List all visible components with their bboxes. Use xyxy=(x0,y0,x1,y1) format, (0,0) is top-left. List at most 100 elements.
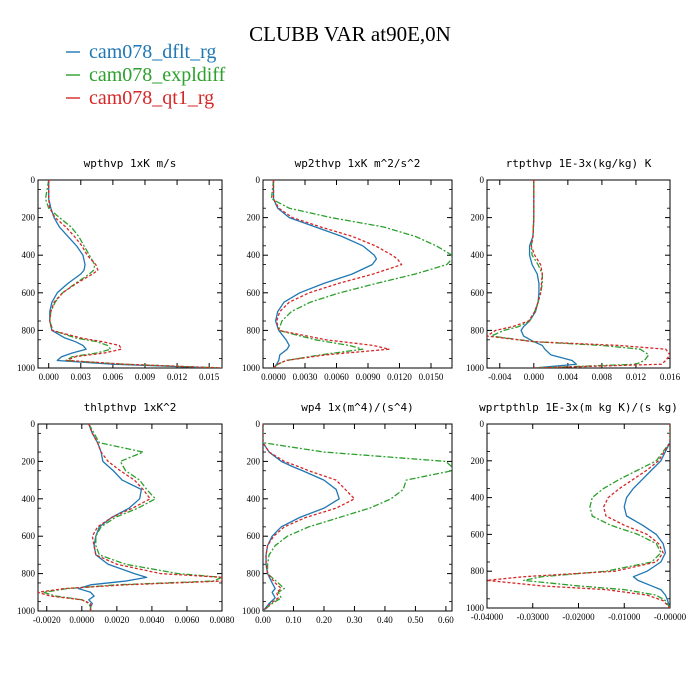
x-tick-label: 0.40 xyxy=(377,615,393,625)
plot-frame xyxy=(37,423,223,612)
series-line xyxy=(522,424,670,608)
series-line xyxy=(623,424,670,608)
y-tick-label: 200 xyxy=(247,456,261,466)
plot-frame xyxy=(486,179,671,369)
series-line xyxy=(48,180,222,368)
series-group xyxy=(38,424,222,611)
x-tick-label: -0.02000 xyxy=(562,612,595,622)
panel-title: wp4 1x(m^4)/(s^4) xyxy=(301,401,414,414)
y-tick-label: 400 xyxy=(471,493,485,503)
plot-frame xyxy=(486,423,671,609)
series-group xyxy=(487,180,670,368)
series-line xyxy=(490,180,650,368)
series-line xyxy=(263,424,356,611)
y-tick-label: 200 xyxy=(247,213,261,223)
plot-frame xyxy=(37,179,223,369)
series-line xyxy=(38,424,222,611)
y-tick-label: 1000 xyxy=(466,603,485,613)
y-tick-label: 200 xyxy=(471,213,485,223)
y-tick-label: 600 xyxy=(471,288,485,298)
x-tick-label: -0.03000 xyxy=(517,612,550,622)
y-tick-label: 800 xyxy=(22,569,36,579)
series-line xyxy=(42,424,222,611)
series-group xyxy=(270,180,452,368)
y-tick-label: 200 xyxy=(471,456,485,466)
x-tick-label: 0.0080 xyxy=(210,615,235,625)
series-line xyxy=(520,180,578,368)
y-tick-label: 0 xyxy=(31,175,36,185)
x-tick-label: 0.0060 xyxy=(324,372,349,382)
y-tick-label: 600 xyxy=(471,529,485,539)
y-tick-label: 0 xyxy=(480,175,485,185)
chart-panel: wp2thvp 1xK m^2/s^2020040060080010000.00… xyxy=(242,157,453,382)
y-tick-label: 400 xyxy=(471,250,485,260)
y-tick-label: 0 xyxy=(256,175,261,185)
x-tick-label: 0.003 xyxy=(71,372,92,382)
y-tick-label: 400 xyxy=(247,250,261,260)
y-tick-label: 1000 xyxy=(242,606,261,616)
plot-frame xyxy=(262,179,453,369)
x-tick-label: 0.016 xyxy=(660,372,681,382)
x-tick-label: 0.0000 xyxy=(69,615,94,625)
series-group xyxy=(263,424,452,611)
series-line xyxy=(48,180,218,368)
y-tick-label: 1000 xyxy=(17,363,36,373)
x-tick-label: 0.0090 xyxy=(356,372,381,382)
x-tick-label: -0.00000 xyxy=(654,612,687,622)
x-tick-label: -0.0020 xyxy=(33,615,61,625)
x-tick-label: 0.0020 xyxy=(104,615,129,625)
x-tick-label: -0.004 xyxy=(488,372,512,382)
chart-panel: thlpthvp 1xK^2 0 200 400 600 800 1000-0.0020 0.… xyxy=(17,401,235,625)
y-tick-label: 0 xyxy=(31,419,36,429)
panel-title: wp2thvp 1xK m^2/s^2 xyxy=(295,157,421,170)
y-tick-label: 600 xyxy=(247,531,261,541)
series-line xyxy=(77,424,148,611)
x-tick-label: 0.009 xyxy=(135,372,156,382)
series-line xyxy=(487,180,670,368)
x-tick-label: 0.004 xyxy=(558,372,579,382)
legend-label: cam078_qt1_rg xyxy=(89,87,214,109)
chart-panel: rtpthvp 1E-3x(kg/kg) K 0 200 400 600 800 1000-… xyxy=(466,157,681,382)
panel-title: wpthvp 1xK m/s xyxy=(84,157,177,170)
x-tick-label: 0.0120 xyxy=(387,372,412,382)
y-tick-label: 800 xyxy=(471,566,485,576)
y-tick-label: 1000 xyxy=(466,363,485,373)
x-tick-label: 0.60 xyxy=(438,615,454,625)
y-tick-label: 200 xyxy=(22,456,36,466)
x-tick-label: 0.10 xyxy=(286,615,302,625)
y-tick-label: 400 xyxy=(247,494,261,504)
x-tick-label: 0.30 xyxy=(347,615,363,625)
x-tick-label: 0.0000 xyxy=(261,372,286,382)
series-line xyxy=(272,180,403,368)
x-tick-label: 0.0060 xyxy=(175,615,200,625)
y-tick-label: 800 xyxy=(22,325,36,335)
x-tick-label: 0.006 xyxy=(103,372,124,382)
y-tick-label: 800 xyxy=(247,569,261,579)
x-tick-label: 0.000 xyxy=(524,372,545,382)
figure-title: CLUBB VAR at90E,0N xyxy=(249,22,451,46)
y-tick-label: 200 xyxy=(22,213,36,223)
series-line xyxy=(263,424,340,611)
y-tick-label: 600 xyxy=(22,288,36,298)
series-line xyxy=(270,180,452,368)
y-tick-label: 800 xyxy=(247,325,261,335)
x-tick-label: 0.0040 xyxy=(140,615,165,625)
legend: cam078_dflt_rgcam078_expldiffcam078_qt1_… xyxy=(66,41,226,109)
legend-label: cam078_expldiff xyxy=(89,64,226,86)
x-tick-label: 0.000 xyxy=(39,372,60,382)
x-tick-label: -0.04000 xyxy=(471,612,504,622)
y-tick-label: 600 xyxy=(247,288,261,298)
series-line xyxy=(263,424,452,611)
y-tick-label: 1000 xyxy=(17,606,36,616)
series-group xyxy=(487,424,670,608)
series-line xyxy=(487,424,670,608)
y-tick-label: 1000 xyxy=(242,363,261,373)
y-tick-label: 0 xyxy=(480,419,485,429)
x-tick-label: 0.012 xyxy=(626,372,646,382)
x-tick-label: -0.01000 xyxy=(608,612,641,622)
x-tick-label: 0.20 xyxy=(316,615,332,625)
y-tick-label: 400 xyxy=(22,494,36,504)
